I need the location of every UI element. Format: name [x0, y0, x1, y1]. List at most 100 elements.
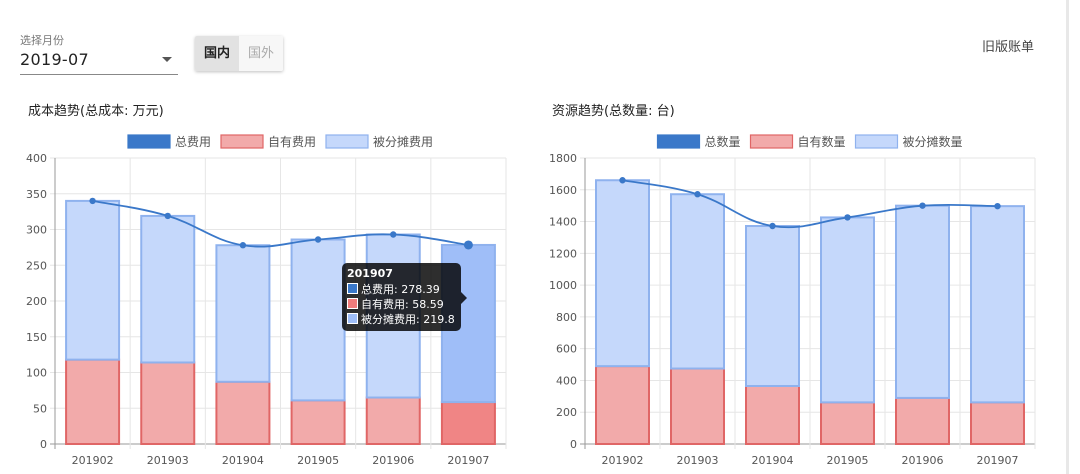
resource-bar-shared — [970, 205, 1025, 404]
cost-bar-own — [365, 396, 421, 445]
cost-x-tick-label: 201903 — [147, 454, 189, 467]
tooltip-row-shared: 被分摊费用: 219.8 — [347, 313, 455, 327]
tooltip-row-total: 总费用: 278.39 — [347, 283, 440, 297]
resource-total-point — [694, 191, 701, 198]
resource-y-tick-label: 1000 — [549, 279, 577, 292]
cost-y-tick-label: 250 — [26, 259, 47, 272]
resource-trend-chart: 0 200 400 600 800 1000 1200 1400 1600 1800 201902 2… — [549, 134, 1036, 467]
cost-bar-own — [65, 358, 121, 446]
resource-bar-own — [820, 401, 875, 446]
month-label: 选择月份 — [20, 34, 64, 47]
cost-total-point — [89, 197, 96, 205]
resource-total-line — [622, 179, 998, 229]
resource-bar-own — [970, 401, 1025, 446]
cost-total-point — [164, 212, 171, 220]
resource-x-tick-label: 201904 — [752, 454, 794, 467]
cost-x-tick-label: 201905 — [297, 454, 339, 467]
cost-bar-shared — [140, 214, 196, 364]
cost-total-point — [314, 236, 322, 243]
resource-total-point — [919, 202, 926, 209]
resource-y-tick-label: 200 — [556, 406, 577, 419]
tooltip-text-own: 自有费用: 58.59 — [361, 298, 444, 311]
cost-y-tick-label: 50 — [33, 402, 47, 415]
cost-legend-swatch — [325, 134, 369, 149]
resource-bar-shared — [745, 225, 800, 388]
resource-bar-own — [670, 367, 725, 445]
cost-chart-title: 成本趋势(总成本: 万元) — [28, 104, 164, 119]
cost-x-tick-label: 201902 — [72, 454, 114, 467]
resource-bar-shared — [670, 193, 725, 370]
cost-y-tick-label: 100 — [26, 367, 47, 380]
resource-legend-label: 被分摊数量 — [903, 134, 963, 149]
resource-y-tick-label: 1600 — [549, 184, 577, 197]
cost-y-tick-label: 0 — [40, 438, 47, 451]
cost-bar-own — [290, 399, 346, 446]
resource-x-tick-label: 201905 — [827, 454, 869, 467]
cost-bar-shared — [65, 199, 121, 361]
resource-y-tick-label: 400 — [556, 374, 577, 387]
resource-total-point — [619, 177, 626, 184]
chevron-down-icon — [162, 57, 172, 62]
cost-y-tick-label: 150 — [26, 331, 47, 344]
tooltip-swatch-shared — [347, 313, 358, 324]
resource-bar-own — [595, 365, 650, 445]
cost-total-point — [390, 231, 397, 238]
resource-x-tick-label: 201902 — [602, 454, 644, 467]
resource-x-tick-label: 201906 — [902, 454, 944, 467]
cost-y-tick-label: 350 — [26, 188, 47, 201]
cost-legend-swatch — [127, 134, 171, 149]
resource-y-tick-label: 0 — [570, 438, 577, 451]
resource-bar-own — [745, 385, 800, 445]
tooltip-text-shared: 被分摊费用: 219.8 — [361, 313, 455, 326]
resource-total-point — [994, 202, 1001, 210]
cost-legend-label: 自有费用 — [268, 135, 316, 149]
cost-total-line — [92, 200, 469, 248]
resource-chart-title: 资源趋势(总数量: 台) — [552, 104, 675, 119]
cost-x-tick-label: 201907 — [447, 454, 489, 467]
resource-legend-swatch — [854, 134, 899, 149]
resource-bar-shared — [820, 216, 875, 404]
cost-x-tick-label: 201906 — [372, 454, 414, 467]
resource-y-tick-label: 600 — [556, 343, 577, 356]
tooltip-swatch-total — [347, 283, 358, 294]
old-bill-link[interactable]: 旧版账单 — [982, 40, 1035, 55]
cost-legend-label: 总费用 — [175, 135, 211, 149]
resource-y-tick-label: 1800 — [549, 152, 577, 165]
cost-total-point — [463, 240, 473, 250]
resource-y-tick-label: 1200 — [549, 247, 577, 260]
cost-bar-shared — [215, 244, 271, 383]
tooltip-row-own: 自有费用: 58.59 — [347, 298, 444, 312]
cost-x-tick-label: 201904 — [222, 454, 264, 467]
cost-bar-own — [440, 401, 496, 446]
tooltip-title: 201907 — [347, 267, 393, 280]
region-tab-domestic[interactable]: 国内 — [195, 36, 239, 71]
resource-total-point — [769, 222, 776, 230]
region-toggle: 国内 国外 — [195, 36, 283, 71]
chart-tooltip: 201907 总费用: 278.39 自有费用: 58.59 被分摊费用: 21… — [342, 263, 467, 331]
resource-x-tick-label: 201903 — [677, 454, 719, 467]
resource-x-tick-label: 201907 — [977, 454, 1019, 467]
region-tab-overseas[interactable]: 国外 — [239, 36, 283, 71]
resource-legend-label: 自有数量 — [798, 134, 846, 149]
cost-y-tick-label: 300 — [26, 224, 47, 237]
cost-y-tick-label: 400 — [26, 152, 47, 165]
resource-bar-shared — [595, 179, 650, 368]
tooltip-text-total: 总费用: 278.39 — [361, 283, 440, 296]
resource-total-point — [844, 214, 851, 221]
resource-bar-shared — [895, 204, 950, 399]
resource-y-tick-label: 800 — [556, 311, 577, 324]
cost-legend-swatch — [220, 134, 264, 149]
resource-legend-swatch — [656, 134, 701, 149]
resource-bar-own — [895, 396, 950, 445]
cost-bar-shared — [290, 238, 346, 402]
tooltip-swatch-own — [347, 298, 358, 309]
cost-bar-own — [215, 380, 271, 445]
cost-bar-own — [140, 361, 196, 446]
cost-y-tick-label: 200 — [26, 295, 47, 308]
month-select[interactable]: 2019-07 — [20, 48, 178, 75]
cost-total-point — [239, 242, 247, 249]
month-value: 2019-07 — [20, 50, 89, 69]
page-scrollbar[interactable] — [1066, 0, 1069, 474]
resource-legend-swatch — [749, 134, 794, 149]
cost-legend-label: 被分摊费用 — [373, 135, 433, 149]
